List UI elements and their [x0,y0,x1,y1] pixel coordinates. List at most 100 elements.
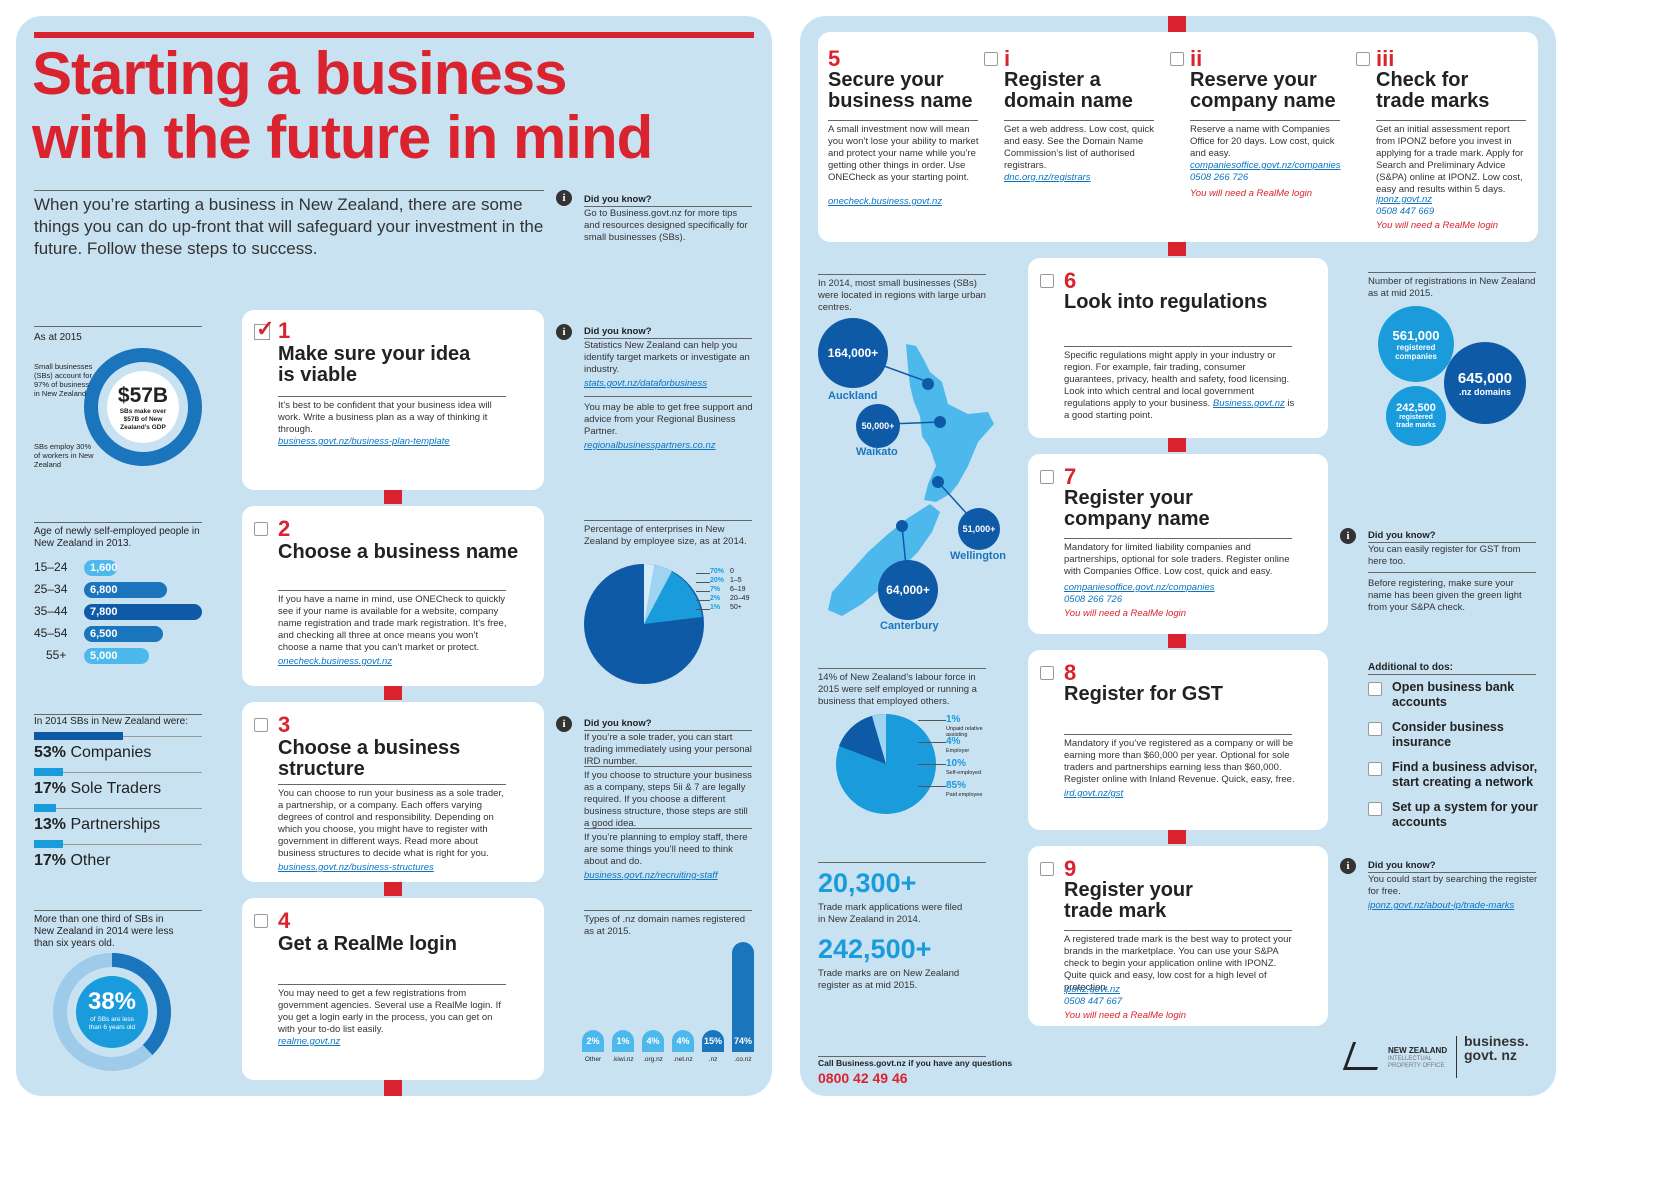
step-link[interactable]: onecheck.business.govt.nz [278,656,393,667]
sb-line [34,772,202,773]
canterbury-bubble: 64,000+ [878,560,938,620]
did-you-know-label: Did you know? [584,326,652,337]
checkbox-icon[interactable] [1040,470,1054,484]
gdp-donut [84,348,202,466]
wellington-bubble: 51,000+ [958,508,1000,550]
legend-pct: 1% [946,714,961,725]
step-title: Make sure your idea is viable [278,343,471,386]
step-body: Mandatory if you’ve registered as a comp… [1064,738,1295,785]
sb-row: 53% Companies [34,744,151,762]
labour-pie [836,713,936,814]
legend-label: Unpaid relative assisting [946,726,983,738]
tm-reg-text: Trade marks are on New Zealand register … [818,968,960,991]
dyk-text: If you’re planning to employ staff, ther… [584,832,748,867]
checkbox-icon[interactable] [1040,274,1054,288]
domain-label: .co.nz [734,1056,752,1063]
step-body: Get a web address. Low cost, quick and e… [1004,124,1154,171]
checkbox-icon[interactable] [1170,52,1184,66]
legend-pct: 4% [946,736,961,747]
step-body: A small investment now will mean you won… [828,124,979,183]
step-number: 4 [278,908,291,933]
legend-label: 6–19 [730,586,746,593]
step-title: Register a domain name [1004,69,1133,112]
step-link[interactable]: business.govt.nz/business-structures [278,862,434,873]
tm-reg-value: 242,500+ [818,934,932,964]
auckland-bubble: 164,000+ [818,318,888,388]
divider [1456,1036,1457,1078]
gdp-value: $57B [117,384,169,407]
sb-pct: 17% [34,780,71,797]
legend-pct: 20% [710,577,725,584]
nz-ipo-logo: NEW ZEALAND INTELLECTUAL PROPERTY OFFICE [1342,1038,1448,1078]
step-8-card: 8 Register for GST Mandatory if you’ve r… [1028,650,1328,830]
step-6-card: 6 Look into regulations Specific regulat… [1028,258,1328,438]
legend-pct: 85% [946,780,967,791]
step-number: 8 [1064,660,1077,685]
step-body: You may need to get a few registrations … [278,988,501,1035]
step-link[interactable]: Business.govt.nz [1212,398,1285,409]
waikato-label: Waikato [856,446,898,458]
step-3-card: 3 Choose a business structure You can cho… [242,702,544,882]
checkbox-icon[interactable] [1040,862,1054,876]
checkbox-icon[interactable] [1040,666,1054,680]
labour-title: 14% of New Zealand’s labour force in 201… [818,672,977,707]
step-link[interactable]: companiesoffice.govt.nz/companies [1190,160,1341,171]
checkbox-icon[interactable] [1368,682,1382,696]
dyk-link[interactable]: iponz.govt.nz/about-ip/trade-marks [1368,900,1515,911]
step-link[interactable]: business.govt.nz/business-plan-template [278,436,450,447]
domain-bar [702,1030,724,1052]
step-link[interactable]: dnc.org.nz/registrars [1004,172,1091,183]
domain-label: .nz [708,1056,718,1063]
checkbox-icon[interactable] [254,522,268,536]
domain-pct: 4% [676,1036,690,1046]
sb-bar [34,732,123,740]
step-link[interactable]: iponz.govt.nz [1064,984,1120,995]
wellington-label: Wellington [950,550,1007,562]
enterprise-title: Percentage of enterprises in New Zealand… [584,524,747,547]
did-you-know-label: Did you know? [1368,530,1436,541]
dyk-text: Before registering, make sure your name … [1368,578,1522,613]
step-link[interactable]: ird.govt.nz/gst [1064,788,1124,799]
step-link[interactable]: companiesoffice.govt.nz/companies [1064,582,1215,593]
checkbox-icon[interactable] [1368,802,1382,816]
step-link[interactable]: onecheck.business.govt.nz [828,196,943,207]
legend-label: Employer [946,748,970,754]
dyk-link[interactable]: regionalbusinesspartners.co.nz [584,440,716,451]
third-caption: of SBs are less than 6 years old [88,1016,136,1031]
did-you-know-text: Go to Business.govt.nz for more tips and… [584,208,748,243]
tm-apps-value: 20,300+ [818,868,917,898]
sb-line [34,844,202,845]
auckland-label: Auckland [828,390,878,402]
checkbox-icon[interactable] [1368,762,1382,776]
step-phone: 0508 447 667 [1064,996,1123,1007]
step-title: Secure your business name [828,69,973,112]
legend-pct: 7% [710,586,721,593]
age-donut [53,953,171,1071]
domain-bar [732,942,754,1052]
title-rule [34,32,754,38]
dyk-link[interactable]: business.govt.nz/recruiting-staff [584,870,718,881]
sb-row: 13% Partnerships [34,816,160,834]
step-phone: 0508 266 726 [1064,594,1123,605]
registrations-title: Number of registrations in New Zealand a… [1368,276,1536,299]
step-title: Reserve your company name [1190,69,1336,112]
step-link[interactable]: realme.govt.nz [278,1036,341,1047]
info-icon: i [556,324,572,340]
checkbox-icon[interactable] [1356,52,1370,66]
sb-account-text: Small businesses (SBs) account for 97% o… [34,362,93,398]
domain-label: .net.nz [673,1056,693,1063]
step-phone: 0508 447 669 [1376,206,1435,217]
step-body: You can choose to run your business as a… [278,788,504,859]
domain-bar [642,1030,664,1052]
checkbox-icon[interactable] [984,52,998,66]
checkbox-icon[interactable] [254,718,268,732]
checkbox-icon[interactable] [1368,722,1382,736]
checkbox-icon[interactable] [254,914,268,928]
domain-pct: 1% [616,1036,630,1046]
step-link[interactable]: iponz.govt.nz [1376,194,1432,205]
age-label: 45–54 [34,626,68,640]
sb-label: Companies [70,744,152,761]
sb-bar [34,768,63,776]
dyk-link[interactable]: stats.govt.nz/dataforbusiness [584,378,708,389]
sb-row: 17% Sole Traders [34,780,161,798]
